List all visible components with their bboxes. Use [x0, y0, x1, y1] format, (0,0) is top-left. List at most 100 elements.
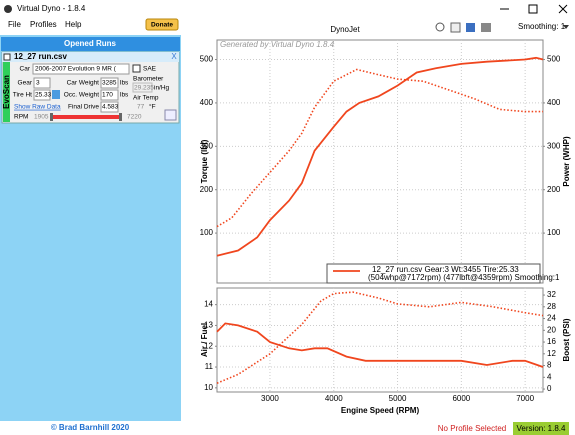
maximize-button[interactable] [528, 4, 538, 14]
print-icon[interactable] [481, 23, 491, 32]
run-close[interactable]: X [171, 52, 177, 61]
field-label: Gear [18, 80, 33, 87]
unit: lbs [120, 80, 129, 87]
y2-tick-label: 8 [547, 361, 552, 370]
final-drive-input[interactable] [100, 101, 119, 113]
run-checkbox[interactable] [3, 53, 11, 61]
x-tick-label: 6000 [452, 394, 470, 403]
source-strip [3, 62, 10, 122]
series-line [216, 291, 544, 384]
series-line [216, 68, 543, 228]
sae-label: SAE [143, 66, 157, 73]
y-tick-label: 300 [200, 141, 214, 150]
y2-tick-label: 400 [547, 98, 561, 107]
dropdown-arrow [563, 25, 569, 29]
y2-tick-label: 200 [547, 185, 561, 194]
legend-text: (504whp@7172rpm) (477lbft@4359rpm) Smoot… [368, 273, 560, 282]
rpm-max: 7220 [127, 114, 142, 121]
y2-tick-label: 100 [547, 228, 561, 237]
air-temp-value: 77 [137, 104, 145, 111]
field-label: Occ. Weight [64, 92, 99, 99]
final-drive-value: 4.583 [102, 104, 119, 111]
y-tick-label: 11 [205, 362, 214, 371]
car-weight-value: 3285 [102, 80, 117, 87]
car-weight-input[interactable] [100, 77, 119, 89]
plot-area [216, 287, 544, 393]
menu-item[interactable]: Profiles [30, 20, 57, 29]
field-label: Final Drive [68, 104, 99, 111]
field-label: Car [20, 66, 31, 73]
window-title: Virtual Dyno - 1.8.4 [17, 4, 86, 13]
zoom-icon[interactable] [435, 22, 445, 32]
copyright: © Brad Barnhill 2020 [51, 423, 130, 432]
gear-select[interactable] [33, 77, 51, 89]
rpm-min: 1905 [34, 114, 49, 121]
plot-area [216, 39, 544, 284]
field-label: RPM [14, 114, 28, 121]
unit: in/Hg [154, 85, 170, 92]
tire-value: 25.33 [35, 92, 52, 99]
graph-button[interactable] [164, 109, 177, 121]
y2-tick-label: 12 [547, 349, 556, 358]
menu-item[interactable]: Help [65, 20, 82, 29]
y2-tick-label: 16 [547, 337, 556, 346]
smoothing-dropdown[interactable]: Smoothing: 1 [518, 22, 566, 31]
field-label: Car Weight [67, 80, 100, 87]
barometer-input[interactable] [132, 82, 153, 93]
y-tick-label: 10 [204, 383, 213, 392]
sae-checkbox[interactable] [132, 64, 141, 73]
donate-button[interactable] [145, 18, 179, 31]
unit: °F [149, 103, 156, 111]
version-box [513, 422, 569, 435]
y-tick-label: 14 [204, 300, 213, 309]
series-line [216, 56, 544, 257]
x-axis-label: Engine Speed (RPM) [341, 406, 420, 415]
legend [326, 263, 541, 284]
y2-axis-label: Boost (PSI) [562, 318, 571, 361]
y-axis-label: Air / Fuel [200, 323, 209, 357]
y2-axis-label: Power (WHP) [562, 136, 571, 187]
save-icon[interactable] [466, 23, 475, 32]
gear-value: 3 [36, 80, 40, 87]
y2-tick-label: 28 [547, 302, 556, 311]
chart-title: DynoJet [330, 25, 360, 34]
check-icon[interactable] [450, 22, 461, 33]
run-file: 12_27 run.csv [14, 52, 67, 61]
panel-header-text: Opened Runs [64, 39, 117, 48]
tire-calc-button[interactable] [52, 90, 60, 99]
y-tick-label: 13 [204, 321, 213, 330]
series-line [216, 322, 544, 368]
y-tick-label: 400 [200, 98, 214, 107]
y2-tick-label: 0 [547, 384, 552, 393]
source-label: EvoScan [2, 75, 11, 109]
raw-data-link[interactable]: Show Raw Data [14, 104, 61, 111]
car-value: 2006-2007 Evolution 9 MR ( [35, 66, 117, 73]
rpm-slider[interactable] [50, 115, 122, 119]
occ-weight-value: 170 [102, 92, 113, 99]
menu-item[interactable]: File [8, 20, 21, 29]
y-tick-label: 500 [200, 55, 214, 64]
y-tick-label: 200 [200, 185, 214, 194]
tire-input[interactable] [33, 89, 51, 101]
close-button[interactable] [558, 4, 568, 14]
legend-text: 12_27 run.csv Gear:3 Wt:3455 Tire:25.33 [372, 265, 519, 274]
field-label: Tire Ht [13, 92, 32, 99]
occ-weight-input[interactable] [100, 89, 119, 101]
x-tick-label: 4000 [325, 394, 343, 403]
y-tick-label: 12 [204, 341, 213, 350]
panel-header [1, 37, 180, 51]
x-tick-label: 5000 [389, 394, 407, 403]
field-label: Barometer [133, 76, 164, 83]
y2-tick-label: 500 [547, 55, 561, 64]
run-card-header [2, 52, 179, 62]
x-tick-label: 3000 [261, 394, 279, 403]
car-select[interactable] [32, 63, 130, 75]
slider-handle[interactable] [119, 113, 122, 121]
slider-handle[interactable] [50, 113, 53, 121]
y2-tick-label: 300 [547, 141, 561, 150]
x-tick-label: 7000 [516, 394, 534, 403]
version: Version: 1.8.4 [517, 424, 566, 433]
y2-tick-label: 32 [547, 290, 556, 299]
y2-tick-label: 24 [547, 314, 556, 323]
